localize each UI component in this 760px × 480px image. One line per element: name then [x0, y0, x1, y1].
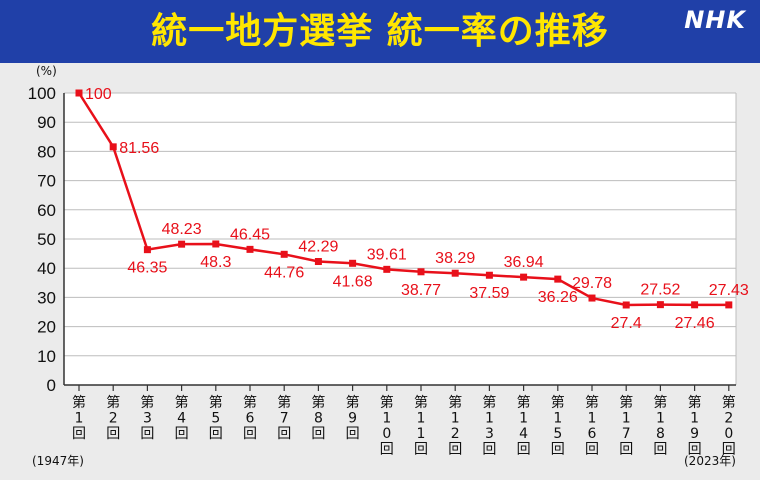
data-label: 27.52 — [640, 282, 680, 299]
data-label: 37.59 — [469, 285, 509, 302]
data-label: 39.61 — [367, 246, 407, 263]
y-tick-label: 80 — [37, 142, 56, 161]
data-point — [485, 271, 493, 279]
y-tick-label: 100 — [28, 84, 56, 103]
data-point — [554, 275, 562, 283]
y-tick-label: 40 — [37, 259, 56, 278]
series-polyline — [77, 92, 729, 307]
data-label: 41.68 — [333, 273, 373, 290]
data-label: 100 — [85, 86, 112, 103]
data-point — [520, 273, 528, 281]
y-tick-label: 10 — [37, 347, 56, 366]
y-tick-label: 50 — [37, 230, 56, 249]
data-label: 36.26 — [538, 289, 578, 306]
data-point — [246, 245, 254, 253]
data-point — [622, 301, 630, 309]
data-point — [212, 240, 220, 248]
data-point — [691, 301, 699, 309]
grid-lines — [64, 92, 737, 385]
data-point — [451, 269, 459, 277]
data-point — [109, 143, 117, 151]
end-year-note: (2023年) — [684, 454, 736, 468]
data-label: 44.76 — [264, 264, 304, 281]
data-label: 46.45 — [230, 226, 270, 243]
data-label: 36.94 — [504, 254, 544, 271]
data-label: 38.77 — [401, 282, 441, 299]
start-year-note: (1947年) — [32, 454, 84, 468]
line-chart: 0 10 20 30 40 50 60 70 80 90 100 第 1 回 第 2 回 第 3 回 第 4 回 第 5 回 第 6 回… — [28, 64, 749, 468]
data-point — [725, 301, 733, 309]
data-label: 46.35 — [127, 260, 167, 277]
data-label: 48.23 — [162, 221, 202, 238]
data-point — [280, 250, 288, 258]
y-tick-label: 0 — [47, 376, 56, 395]
data-point — [178, 240, 186, 248]
y-tick-label: 30 — [37, 288, 56, 307]
axes: 0 10 20 30 40 50 60 70 80 90 100 第 1 回 第 2 回 第 3 回 第 4 回 第 5 回 第 6 回… — [28, 84, 736, 458]
y-axis-unit: (%) — [36, 64, 57, 78]
labels: 100 81.56 46.35 48.23 48.3 46.45 44.76 42.29 41.… — [85, 86, 749, 332]
header-bar — [0, 0, 760, 63]
series-line — [75, 89, 733, 309]
data-point — [314, 258, 322, 266]
data-point — [349, 259, 357, 267]
chart-title: 統一地方選挙 統一率の推移 — [151, 11, 609, 52]
y-tick-label: 90 — [37, 113, 56, 132]
data-point — [383, 265, 391, 273]
data-label: 81.56 — [119, 140, 159, 157]
data-label: 27.43 — [709, 282, 749, 299]
data-point — [417, 268, 425, 276]
data-point — [143, 246, 151, 254]
data-label: 27.4 — [611, 315, 642, 332]
data-label: 38.29 — [435, 250, 475, 267]
y-tick-label: 20 — [37, 318, 56, 337]
nhk-logo: NHK — [684, 6, 746, 34]
data-point — [75, 89, 83, 97]
data-point — [588, 294, 596, 302]
data-label: 27.46 — [675, 315, 715, 332]
y-tick-label: 70 — [37, 172, 56, 191]
data-label: 29.78 — [572, 275, 612, 292]
data-point — [656, 301, 664, 309]
data-label: 42.29 — [298, 239, 338, 256]
data-label: 48.3 — [200, 254, 231, 271]
y-tick-label: 60 — [37, 201, 56, 220]
